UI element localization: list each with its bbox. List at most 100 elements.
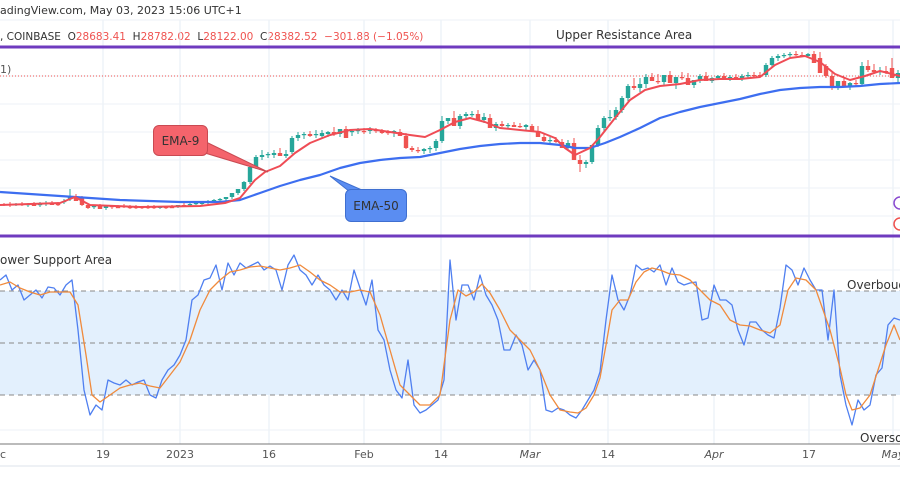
ema50-line bbox=[0, 81, 900, 204]
candle-body bbox=[223, 197, 229, 199]
candle-body bbox=[211, 200, 217, 202]
candle-body bbox=[31, 204, 37, 206]
candle-body bbox=[691, 80, 697, 85]
high-value: 28782.02 bbox=[140, 31, 191, 43]
candle-body bbox=[277, 153, 283, 156]
chart-source-header: adingView.com, May 03, 2023 15:06 UTC+1 bbox=[0, 4, 242, 17]
candle-body bbox=[445, 118, 451, 121]
overbought-label: Overboug bbox=[847, 278, 900, 292]
candle-body bbox=[403, 136, 409, 148]
lower-support-label: ower Support Area bbox=[0, 253, 113, 267]
candle-body bbox=[787, 54, 793, 56]
change-value: −301.88 (−1.05%) bbox=[324, 31, 424, 43]
upper-resistance-label: Upper Resistance Area bbox=[556, 28, 693, 42]
candle-body bbox=[523, 125, 529, 127]
candle-body bbox=[763, 65, 769, 75]
candle-body bbox=[475, 114, 481, 120]
candle-body bbox=[871, 70, 877, 72]
candle-body bbox=[85, 205, 91, 208]
candle-body bbox=[265, 154, 271, 156]
candle-body bbox=[583, 162, 589, 164]
candle-body bbox=[865, 66, 871, 70]
candle-body bbox=[805, 54, 811, 56]
candle-body bbox=[499, 124, 505, 126]
candle-body bbox=[631, 86, 637, 88]
alert-circle-icon bbox=[893, 196, 900, 210]
time-axis-tick: May bbox=[881, 448, 900, 461]
candle-body bbox=[169, 207, 175, 209]
candle-body bbox=[541, 137, 547, 141]
open-label: O bbox=[67, 31, 76, 43]
candle-body bbox=[289, 138, 295, 152]
candle-body bbox=[649, 77, 655, 81]
candle-body bbox=[577, 160, 583, 164]
candle-body bbox=[235, 189, 241, 193]
time-axis-tick: 14 bbox=[601, 448, 615, 461]
candle-body bbox=[325, 132, 331, 134]
candle-body bbox=[379, 131, 385, 133]
symbol-exchange: , COINBASE bbox=[0, 31, 61, 43]
close-value: 28382.52 bbox=[267, 31, 318, 43]
candle-body bbox=[469, 114, 475, 116]
candle-body bbox=[571, 143, 577, 160]
candle-body bbox=[643, 77, 649, 84]
candle-body bbox=[847, 83, 853, 86]
candle-body bbox=[697, 76, 703, 80]
candle-body bbox=[535, 131, 541, 137]
candle-body bbox=[793, 54, 799, 56]
open-value: 28683.41 bbox=[75, 31, 126, 43]
candle-body bbox=[349, 131, 355, 133]
candle-body bbox=[607, 117, 613, 119]
candle-body bbox=[757, 75, 763, 77]
candle-body bbox=[283, 154, 289, 156]
candle-body bbox=[511, 125, 517, 127]
candle-body bbox=[661, 75, 667, 82]
candle-body bbox=[781, 55, 787, 57]
candle-body bbox=[745, 75, 751, 77]
candle-body bbox=[307, 134, 313, 136]
candle-body bbox=[439, 121, 445, 141]
candle-body bbox=[91, 206, 97, 208]
candle-body bbox=[751, 75, 757, 77]
ohlc-legend: , COINBASE O28683.41 H28782.02 L28122.00… bbox=[0, 31, 423, 43]
candle-body bbox=[817, 58, 823, 73]
candle-body bbox=[715, 76, 721, 78]
candle-body bbox=[481, 117, 487, 120]
candle-body bbox=[187, 204, 193, 206]
candle-body bbox=[217, 199, 223, 201]
time-axis[interactable]: c 19 2023 16 Feb 14 Mar 14 Apr 17 May bbox=[0, 444, 900, 466]
time-axis-tick: 16 bbox=[262, 448, 276, 461]
candle-body bbox=[259, 155, 265, 157]
price-line-tag: 1) bbox=[0, 63, 12, 76]
candle-body bbox=[775, 56, 781, 58]
candle-body bbox=[613, 110, 619, 117]
oversold-label: Oversol bbox=[860, 431, 900, 445]
candle-body bbox=[769, 58, 775, 65]
candle-body bbox=[313, 134, 319, 136]
candle-body bbox=[841, 81, 847, 86]
candle-body bbox=[655, 81, 661, 83]
stochastic-k-line bbox=[0, 254, 900, 426]
ema50-callout-text: EMA-50 bbox=[353, 198, 399, 213]
candle-body bbox=[595, 128, 601, 145]
candle-body bbox=[619, 98, 625, 110]
candle-body bbox=[679, 77, 685, 79]
close-label: C bbox=[260, 31, 268, 43]
candle-body bbox=[553, 140, 559, 142]
candle-body bbox=[343, 129, 349, 138]
candle-body bbox=[811, 54, 817, 63]
candle-body bbox=[853, 83, 859, 85]
candle-body bbox=[703, 76, 709, 81]
candle-body bbox=[427, 148, 433, 150]
candle-body bbox=[421, 149, 427, 151]
ema9-line bbox=[0, 55, 900, 208]
candle-body bbox=[667, 75, 673, 83]
event-circle-icon bbox=[893, 217, 900, 231]
time-axis-tick: c bbox=[0, 448, 7, 461]
candle-body bbox=[241, 182, 247, 189]
candle-body bbox=[673, 77, 679, 83]
time-axis-tick: Apr bbox=[704, 448, 724, 461]
candle-body bbox=[409, 148, 415, 150]
candle-body bbox=[229, 193, 235, 197]
